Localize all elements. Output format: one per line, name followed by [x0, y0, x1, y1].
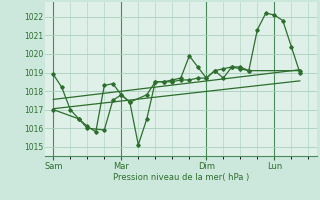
X-axis label: Pression niveau de la mer( hPa ): Pression niveau de la mer( hPa ) [113, 173, 249, 182]
